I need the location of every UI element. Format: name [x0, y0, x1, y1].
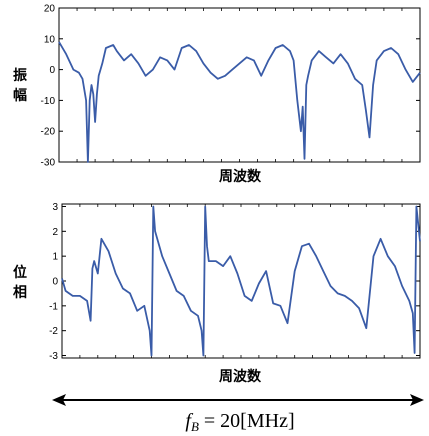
phase-y-tick-label: 3 [52, 202, 58, 213]
amplitude-xlabel: 周波数 [219, 168, 262, 185]
amplitude-y-tick-label: -30 [41, 158, 56, 169]
phase-xlabel: 周波数 [219, 368, 262, 385]
amplitude-plot-frame [58, 7, 421, 163]
phase-y-tick-label: 2 [52, 227, 58, 238]
amplitude-ylabel-char-2: 幅 [13, 87, 27, 104]
amplitude-y-tick-label: 20 [44, 4, 56, 15]
amplitude-y-ticks: 20 10 0 -10 -20 -30 [41, 4, 420, 169]
amplitude-x-ticks [76, 8, 403, 162]
phase-x-ticks [79, 204, 403, 358]
phase-y-tick-label: 1 [52, 252, 58, 263]
amplitude-y-tick-label: -20 [41, 127, 56, 138]
amplitude-panel: 振 幅 20 10 0 -10 -20 -30 周波数 [13, 4, 421, 185]
bandwidth-label: fB = 20[MHz] [185, 410, 294, 434]
phase-y-tick-label: -2 [49, 326, 58, 337]
phase-series-line [61, 205, 421, 357]
phase-panel: 位 相 3 2 1 0 -1 -2 -3 周波数 [13, 202, 421, 385]
phase-ylabel-char-2: 相 [13, 284, 27, 301]
phase-plot-frame [61, 203, 421, 359]
phase-y-tick-label: 0 [52, 277, 58, 288]
phase-y-tick-label: -3 [49, 351, 58, 362]
amplitude-y-tick-label: -10 [41, 96, 56, 107]
phase-ylabel-char-1: 位 [13, 264, 27, 281]
bandwidth-arrow [52, 394, 424, 406]
amplitude-ylabel-char-1: 振 [13, 67, 27, 84]
amplitude-y-tick-label: 10 [44, 34, 56, 45]
amplitude-series-line [58, 41, 421, 163]
phase-y-ticks: 3 2 1 0 -1 -2 -3 [49, 202, 420, 362]
amplitude-y-tick-label: 0 [49, 65, 55, 76]
phase-y-tick-label: -1 [49, 301, 58, 312]
